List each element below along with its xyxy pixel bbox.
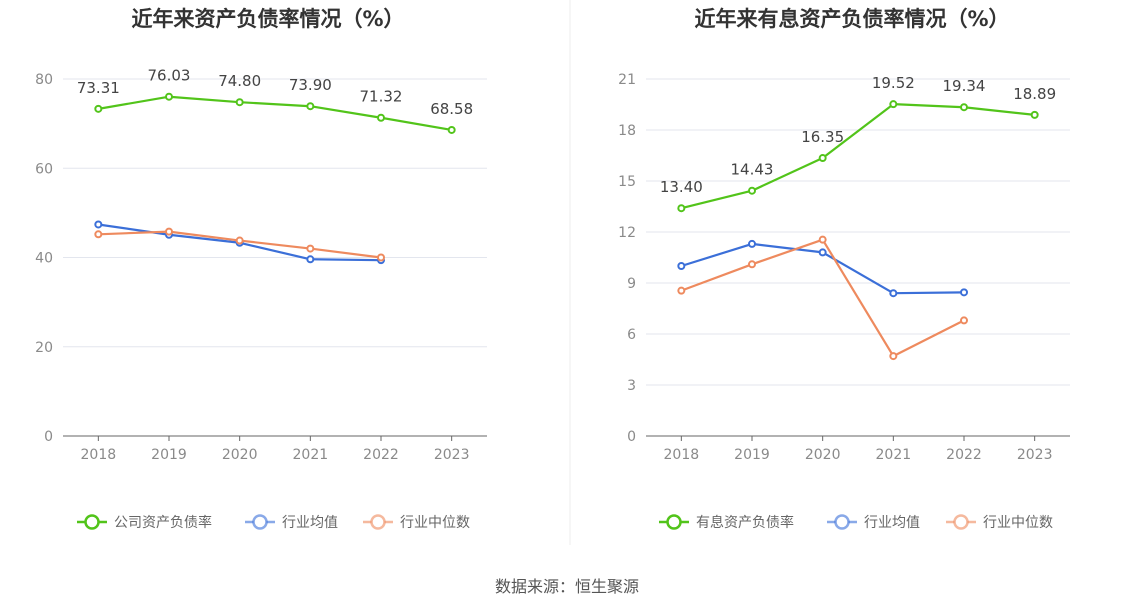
data-point[interactable] bbox=[377, 113, 385, 122]
data-point[interactable] bbox=[677, 204, 686, 213]
x-tick-label: 2022 bbox=[363, 447, 399, 463]
y-tick-label: 6 bbox=[627, 327, 636, 343]
legend-label: 公司资产负债率 bbox=[114, 514, 212, 531]
legend-item[interactable]: 有息资产负债率 bbox=[659, 514, 794, 531]
legend-marker-icon bbox=[666, 514, 682, 530]
data-point[interactable] bbox=[960, 103, 968, 112]
data-label: 19.52 bbox=[872, 74, 915, 92]
data-point[interactable] bbox=[818, 248, 827, 257]
legend-label: 有息资产负债率 bbox=[696, 514, 794, 531]
data-point[interactable] bbox=[960, 316, 968, 325]
legend-marker-icon bbox=[252, 514, 268, 530]
x-tick-label: 2021 bbox=[876, 447, 912, 463]
y-tick-label: 21 bbox=[618, 72, 636, 88]
data-point[interactable] bbox=[748, 186, 756, 195]
legend-marker-icon bbox=[953, 514, 969, 530]
data-label: 68.58 bbox=[430, 100, 473, 118]
source-note: 数据来源：恒生聚源 bbox=[495, 577, 639, 596]
x-tick-label: 2019 bbox=[734, 447, 770, 463]
data-point[interactable] bbox=[306, 244, 315, 253]
data-point[interactable] bbox=[306, 255, 315, 264]
data-point[interactable] bbox=[94, 230, 103, 239]
legend-label: 行业均值 bbox=[864, 515, 920, 531]
data-point[interactable] bbox=[748, 239, 756, 248]
x-tick-label: 2018 bbox=[664, 447, 700, 463]
series-line bbox=[680, 238, 965, 358]
data-label: 73.90 bbox=[289, 76, 332, 94]
legend-item[interactable]: 公司资产负债率 bbox=[77, 514, 212, 531]
series-line bbox=[98, 95, 452, 132]
data-label: 74.80 bbox=[218, 72, 261, 90]
x-tick-label: 2023 bbox=[1017, 447, 1053, 463]
data-label: 71.32 bbox=[360, 88, 403, 106]
asset-liability-ratio-chart: 近年来资产负债率情况（%） 0 20 40 60 80 2018 2019 2020 2021 20… bbox=[35, 7, 487, 531]
data-point[interactable] bbox=[677, 286, 686, 295]
data-label: 76.03 bbox=[148, 67, 191, 85]
legend-item[interactable]: 行业均值 bbox=[827, 514, 920, 531]
x-tick-label: 2022 bbox=[946, 447, 982, 463]
interest-bearing-liability-ratio-chart: 近年来有息资产负债率情况（%） 0 3 6 9 12 15 18 21 2018 2019 2020 2… bbox=[618, 7, 1070, 531]
legend-marker-icon bbox=[84, 514, 100, 530]
legend-marker-icon bbox=[370, 514, 386, 530]
x-tick-label: 2021 bbox=[293, 447, 329, 463]
legend-item[interactable]: 行业中位数 bbox=[946, 514, 1053, 531]
legend-label: 行业均值 bbox=[282, 515, 338, 531]
y-tick-label: 12 bbox=[618, 225, 636, 241]
data-label: 19.34 bbox=[943, 77, 986, 95]
y-tick-label: 20 bbox=[35, 340, 53, 356]
data-point[interactable] bbox=[94, 104, 103, 113]
data-point[interactable] bbox=[235, 98, 244, 107]
data-point[interactable] bbox=[165, 227, 173, 236]
data-point[interactable] bbox=[889, 352, 898, 361]
data-point[interactable] bbox=[165, 92, 173, 101]
data-point[interactable] bbox=[306, 102, 315, 111]
legend-item[interactable]: 行业均值 bbox=[245, 514, 338, 531]
y-tick-label: 9 bbox=[627, 276, 636, 292]
data-point[interactable] bbox=[1030, 110, 1039, 119]
data-label: 13.40 bbox=[660, 178, 703, 196]
x-tick-label: 2019 bbox=[151, 447, 187, 463]
y-tick-label: 15 bbox=[618, 174, 636, 190]
x-tick-label: 2023 bbox=[434, 447, 470, 463]
legend-item[interactable]: 行业中位数 bbox=[363, 514, 470, 531]
data-point[interactable] bbox=[960, 288, 968, 297]
data-point[interactable] bbox=[677, 262, 686, 270]
data-point[interactable] bbox=[818, 154, 827, 163]
series-line bbox=[681, 103, 1035, 210]
chart-title: 近年来资产负债率情况（%） bbox=[131, 7, 404, 31]
x-tick-label: 2020 bbox=[805, 447, 841, 463]
chart-title: 近年来有息资产负债率情况（%） bbox=[694, 7, 1009, 31]
data-label: 16.35 bbox=[801, 128, 844, 146]
legend-label: 行业中位数 bbox=[400, 515, 470, 531]
y-tick-label: 80 bbox=[35, 72, 53, 88]
data-point[interactable] bbox=[447, 125, 456, 134]
data-point[interactable] bbox=[889, 289, 898, 298]
data-label: 73.31 bbox=[77, 79, 120, 97]
y-tick-label: 18 bbox=[618, 123, 636, 139]
data-label: 18.89 bbox=[1013, 85, 1056, 103]
legend-label: 行业中位数 bbox=[983, 515, 1053, 531]
data-point[interactable] bbox=[889, 100, 898, 109]
data-point[interactable] bbox=[94, 220, 103, 229]
y-tick-label: 60 bbox=[35, 161, 53, 177]
data-point[interactable] bbox=[818, 235, 827, 244]
y-tick-label: 3 bbox=[627, 378, 636, 394]
data-point[interactable] bbox=[748, 260, 756, 269]
y-tick-label: 40 bbox=[35, 251, 53, 267]
legend-marker-icon bbox=[834, 514, 850, 530]
y-tick-label: 0 bbox=[44, 429, 53, 445]
data-point[interactable] bbox=[235, 236, 244, 245]
data-point[interactable] bbox=[377, 253, 385, 262]
y-tick-label: 0 bbox=[627, 429, 636, 445]
x-tick-label: 2020 bbox=[222, 447, 258, 463]
x-tick-label: 2018 bbox=[81, 447, 117, 463]
data-label: 14.43 bbox=[731, 161, 774, 179]
